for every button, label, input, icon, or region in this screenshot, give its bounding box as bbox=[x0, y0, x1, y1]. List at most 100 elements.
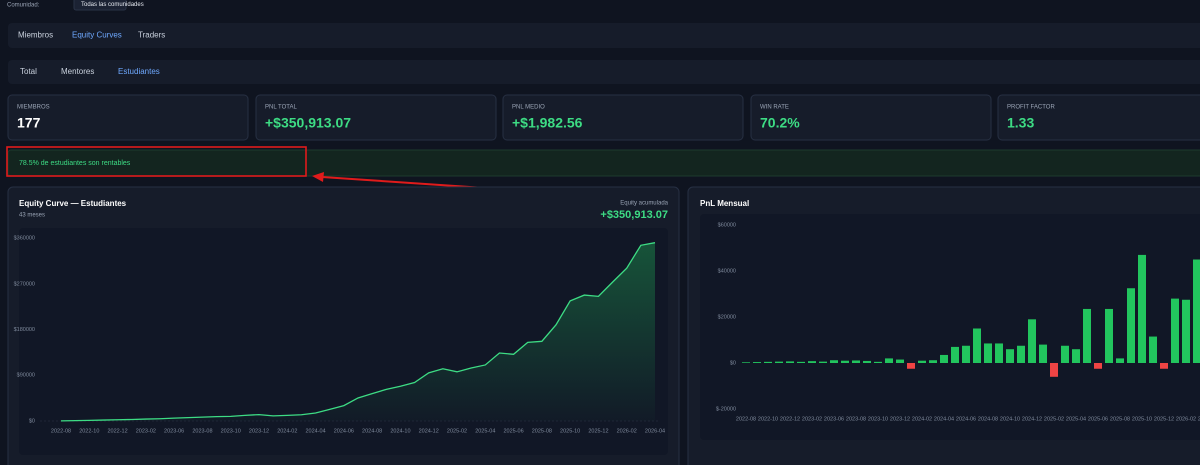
stat-value: +$1,982.56 bbox=[512, 115, 583, 131]
stat-value: +$350,913.07 bbox=[265, 115, 351, 131]
x-tick-label: 2025-08 bbox=[1110, 416, 1130, 422]
x-tick-label: 2023-06 bbox=[824, 416, 844, 422]
y-tick-label: $90000 bbox=[17, 373, 35, 379]
x-tick-label: 2024-12 bbox=[1022, 416, 1042, 422]
equity-line bbox=[60, 242, 656, 422]
stat-value: 70.2% bbox=[760, 115, 800, 131]
bar bbox=[1149, 336, 1157, 363]
y-tick-label: $0 bbox=[730, 360, 736, 366]
x-tick-label: 2025-04 bbox=[475, 428, 495, 434]
x-tick-label: 2024-06 bbox=[956, 416, 976, 422]
bar bbox=[1094, 363, 1102, 369]
bar bbox=[1105, 308, 1113, 363]
bar bbox=[918, 360, 926, 363]
stat-card bbox=[502, 94, 744, 141]
x-tick-label: 2025-06 bbox=[503, 428, 523, 434]
bar bbox=[1182, 299, 1190, 363]
summary-label: Equity acumulada bbox=[620, 201, 668, 207]
x-tick-label: 2025-04 bbox=[1066, 416, 1086, 422]
filter-select[interactable] bbox=[73, 0, 127, 11]
stat-card bbox=[997, 94, 1200, 141]
bar bbox=[929, 360, 937, 363]
x-tick-label: 2023-10 bbox=[221, 428, 241, 434]
x-tick-label: 2024-06 bbox=[334, 428, 354, 434]
tab[interactable]: Traders bbox=[138, 31, 165, 40]
stat-value: 177 bbox=[17, 115, 41, 131]
x-tick-label: 2025-12 bbox=[588, 428, 608, 434]
filter-label: Comunidad: bbox=[7, 3, 40, 9]
bar bbox=[1138, 254, 1146, 363]
bar bbox=[1028, 319, 1036, 363]
x-tick-label: 2025-10 bbox=[1132, 416, 1152, 422]
y-tick-label: $360000 bbox=[14, 236, 35, 242]
x-tick-label: 2024-10 bbox=[1000, 416, 1020, 422]
bar bbox=[1039, 344, 1047, 363]
bar bbox=[896, 359, 904, 363]
chart-title: Equity Curve — Estudiantes bbox=[19, 199, 127, 208]
bar bbox=[764, 361, 772, 363]
bar bbox=[984, 343, 992, 363]
y-tick-label: $60000 bbox=[718, 222, 736, 228]
chart-subtitle: 43 meses bbox=[19, 213, 45, 219]
bar bbox=[1017, 345, 1025, 363]
bar bbox=[1061, 345, 1069, 363]
filter-value[interactable]: Todas las comunidades bbox=[81, 2, 144, 8]
x-tick-label: 2025-02 bbox=[447, 428, 467, 434]
bar bbox=[874, 361, 882, 363]
subtab[interactable]: Mentores bbox=[61, 67, 94, 76]
chart-title: PnL Mensual bbox=[700, 199, 749, 208]
tab[interactable]: Equity Curves bbox=[72, 31, 122, 40]
tab[interactable]: Miembros bbox=[18, 31, 53, 40]
bar bbox=[808, 361, 816, 363]
bar bbox=[786, 361, 794, 363]
bar bbox=[962, 345, 970, 363]
stat-card bbox=[255, 94, 497, 141]
bar bbox=[1072, 349, 1080, 363]
stat-label: PNL MEDIO bbox=[512, 105, 545, 111]
x-tick-label: 2022-08 bbox=[736, 416, 756, 422]
x-tick-label: 2022-08 bbox=[51, 428, 71, 434]
x-tick-label: 2022-12 bbox=[780, 416, 800, 422]
x-tick-label: 2023-12 bbox=[249, 428, 269, 434]
bar bbox=[841, 360, 849, 363]
x-tick-label: 2022-10 bbox=[79, 428, 99, 434]
x-tick-label: 2024-04 bbox=[305, 428, 325, 434]
bar bbox=[1083, 308, 1091, 363]
subtab[interactable]: Estudiantes bbox=[118, 67, 160, 76]
x-tick-label: 2023-06 bbox=[164, 428, 184, 434]
bar bbox=[907, 363, 915, 369]
x-tick-label: 2025-02 bbox=[1044, 416, 1064, 422]
x-tick-label: 2026-02 bbox=[1176, 416, 1196, 422]
bar bbox=[1127, 288, 1135, 363]
subtab[interactable]: Total bbox=[20, 67, 37, 76]
stat-label: MIEMBROS bbox=[17, 105, 50, 111]
tab-bar bbox=[8, 23, 1200, 48]
bar bbox=[819, 361, 827, 363]
x-tick-label: 2023-02 bbox=[802, 416, 822, 422]
banner bbox=[7, 149, 1200, 177]
x-tick-label: 2025-12 bbox=[1154, 416, 1174, 422]
bar bbox=[830, 360, 838, 363]
y-tick-label: $20000 bbox=[718, 314, 736, 320]
x-tick-label: 2025-06 bbox=[1088, 416, 1108, 422]
y-tick-label: $-20000 bbox=[716, 406, 736, 412]
bar bbox=[1160, 363, 1168, 369]
plot-area bbox=[700, 214, 1200, 440]
stat-label: WIN RATE bbox=[760, 105, 789, 111]
stat-card bbox=[750, 94, 992, 141]
x-tick-label: 2024-08 bbox=[978, 416, 998, 422]
arrow-head bbox=[312, 172, 324, 182]
subtab-bar bbox=[8, 60, 1200, 84]
bar bbox=[1006, 349, 1014, 363]
x-tick-label: 2026-04 bbox=[1198, 416, 1200, 422]
bar bbox=[951, 346, 959, 363]
bar bbox=[995, 343, 1003, 363]
x-tick-label: 2025-10 bbox=[560, 428, 580, 434]
x-tick-label: 2023-12 bbox=[890, 416, 910, 422]
x-tick-label: 2023-02 bbox=[136, 428, 156, 434]
bar bbox=[1193, 259, 1200, 363]
x-tick-label: 2024-04 bbox=[934, 416, 954, 422]
banner-text: 78.5% de estudiantes son rentables bbox=[19, 160, 131, 167]
x-tick-label: 2023-08 bbox=[846, 416, 866, 422]
